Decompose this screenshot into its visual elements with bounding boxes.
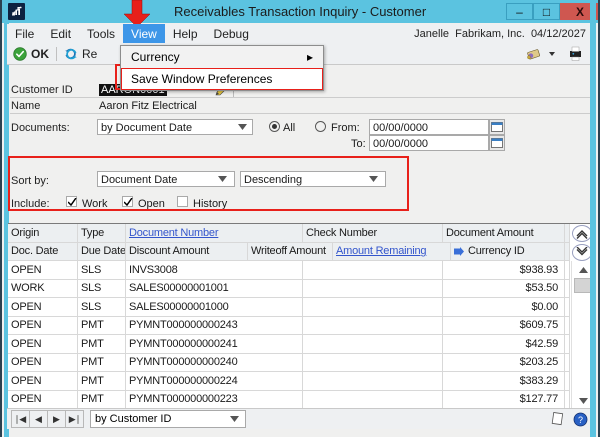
svg-text:?: ?	[578, 415, 583, 425]
